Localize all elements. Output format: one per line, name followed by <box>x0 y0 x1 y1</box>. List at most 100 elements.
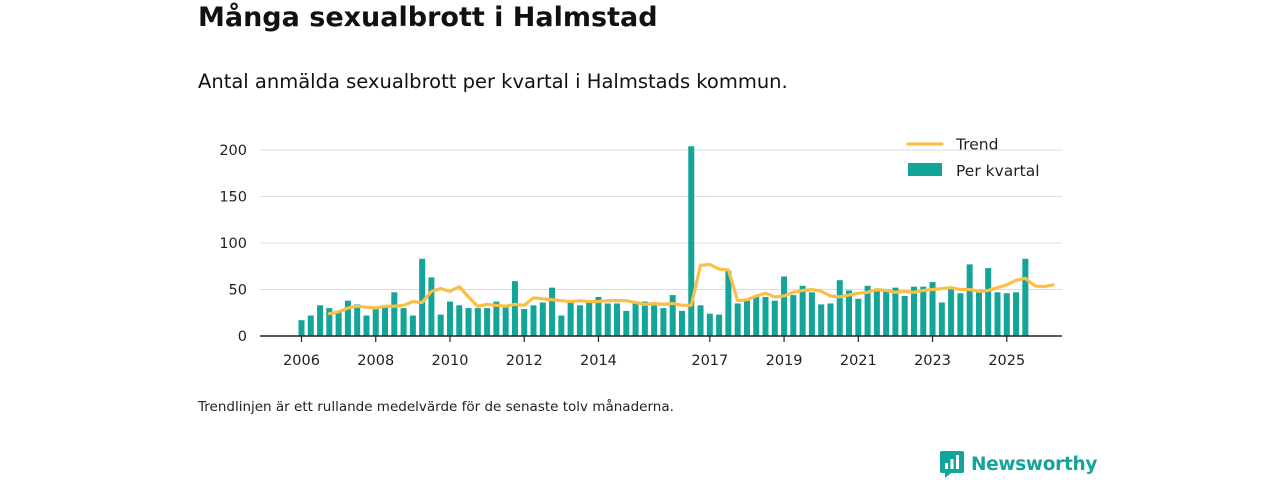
bar <box>419 258 426 336</box>
bar <box>354 304 361 336</box>
bar <box>781 276 788 336</box>
x-tick-label: 2012 <box>506 353 543 369</box>
bar <box>1013 292 1020 336</box>
x-tick-label: 2017 <box>691 353 728 369</box>
bar <box>317 305 324 336</box>
bar <box>706 313 713 336</box>
bar <box>409 315 416 336</box>
bar <box>920 286 927 336</box>
bar <box>614 303 621 336</box>
bar-series <box>298 146 1029 336</box>
bar <box>994 292 1001 336</box>
bar <box>530 305 537 336</box>
bar <box>734 303 741 336</box>
y-tick-label: 150 <box>219 190 247 206</box>
bar <box>975 289 982 336</box>
x-tick-label: 2019 <box>766 353 803 369</box>
bar <box>558 315 565 336</box>
bar <box>725 270 732 336</box>
bar <box>641 301 648 336</box>
bar <box>808 292 815 336</box>
x-tick-label: 2025 <box>988 353 1025 369</box>
bar <box>901 296 908 336</box>
bar <box>873 291 880 336</box>
bar <box>437 314 444 336</box>
bar <box>539 302 546 336</box>
bar <box>446 301 453 336</box>
bar <box>855 298 862 336</box>
bar <box>511 281 518 336</box>
x-tick-label: 2008 <box>357 353 394 369</box>
bar <box>985 268 992 336</box>
bar <box>1022 258 1029 336</box>
bar <box>790 295 797 336</box>
bar <box>456 305 463 336</box>
bar <box>428 277 435 336</box>
bar <box>1003 293 1010 336</box>
bar <box>846 290 853 336</box>
x-tick-label: 2006 <box>283 353 320 369</box>
bar <box>335 310 342 336</box>
bar <box>883 289 890 336</box>
bar <box>966 264 973 336</box>
bar <box>827 303 834 336</box>
bar <box>567 301 574 336</box>
bar <box>576 305 583 336</box>
bar <box>632 301 639 336</box>
trend-line <box>327 262 1055 316</box>
bar <box>678 310 685 336</box>
bar <box>484 308 491 336</box>
bar <box>521 309 528 336</box>
bar <box>957 293 964 336</box>
bar <box>549 287 556 336</box>
bar <box>502 305 509 336</box>
bar <box>716 314 723 336</box>
x-tick-label: 2021 <box>840 353 877 369</box>
legend-bar-label: Per kvartal <box>956 162 1040 180</box>
x-tick-label: 2010 <box>432 353 469 369</box>
bar <box>298 320 305 336</box>
bar <box>799 285 806 336</box>
x-tick-label: 2014 <box>580 353 617 369</box>
bar <box>344 300 351 336</box>
bar <box>948 289 955 336</box>
chart-subtitle: Antal anmälda sexualbrott per kvartal i … <box>198 70 788 93</box>
bar <box>697 305 704 336</box>
bar <box>363 315 370 336</box>
bar <box>623 310 630 336</box>
legend: Trend Per kvartal <box>906 136 1040 180</box>
bar <box>307 315 314 336</box>
y-tick-label: 50 <box>229 283 247 299</box>
bar <box>688 146 695 336</box>
bar <box>493 301 500 336</box>
bar <box>586 301 593 336</box>
bar <box>326 308 333 336</box>
bar <box>669 295 676 336</box>
bar <box>743 300 750 336</box>
bar <box>836 280 843 336</box>
bar <box>372 308 379 336</box>
bar <box>938 302 945 336</box>
bar <box>660 308 667 336</box>
x-axis-ticks: 2006 2008 2010 2012 2014 2017 2019 2021 2023 2025 <box>283 336 1025 369</box>
bar <box>391 292 398 336</box>
bar <box>465 308 472 336</box>
bar <box>400 308 407 336</box>
bar <box>818 304 825 336</box>
bar <box>892 287 899 336</box>
bar <box>595 296 602 336</box>
bar <box>929 282 936 336</box>
y-tick-label: 200 <box>219 143 247 159</box>
bar <box>382 305 389 336</box>
y-axis-ticks: 0 50 100 150 200 <box>219 143 247 345</box>
x-tick-label: 2023 <box>914 353 951 369</box>
newsworthy-brand[interactable]: Newsworthy <box>940 451 1097 478</box>
bar <box>474 308 481 336</box>
bar <box>762 296 769 336</box>
bar <box>604 303 611 336</box>
bar <box>910 286 917 336</box>
bar <box>753 296 760 336</box>
bar <box>771 300 778 336</box>
bar <box>864 285 871 336</box>
legend-bar-swatch <box>908 163 942 176</box>
